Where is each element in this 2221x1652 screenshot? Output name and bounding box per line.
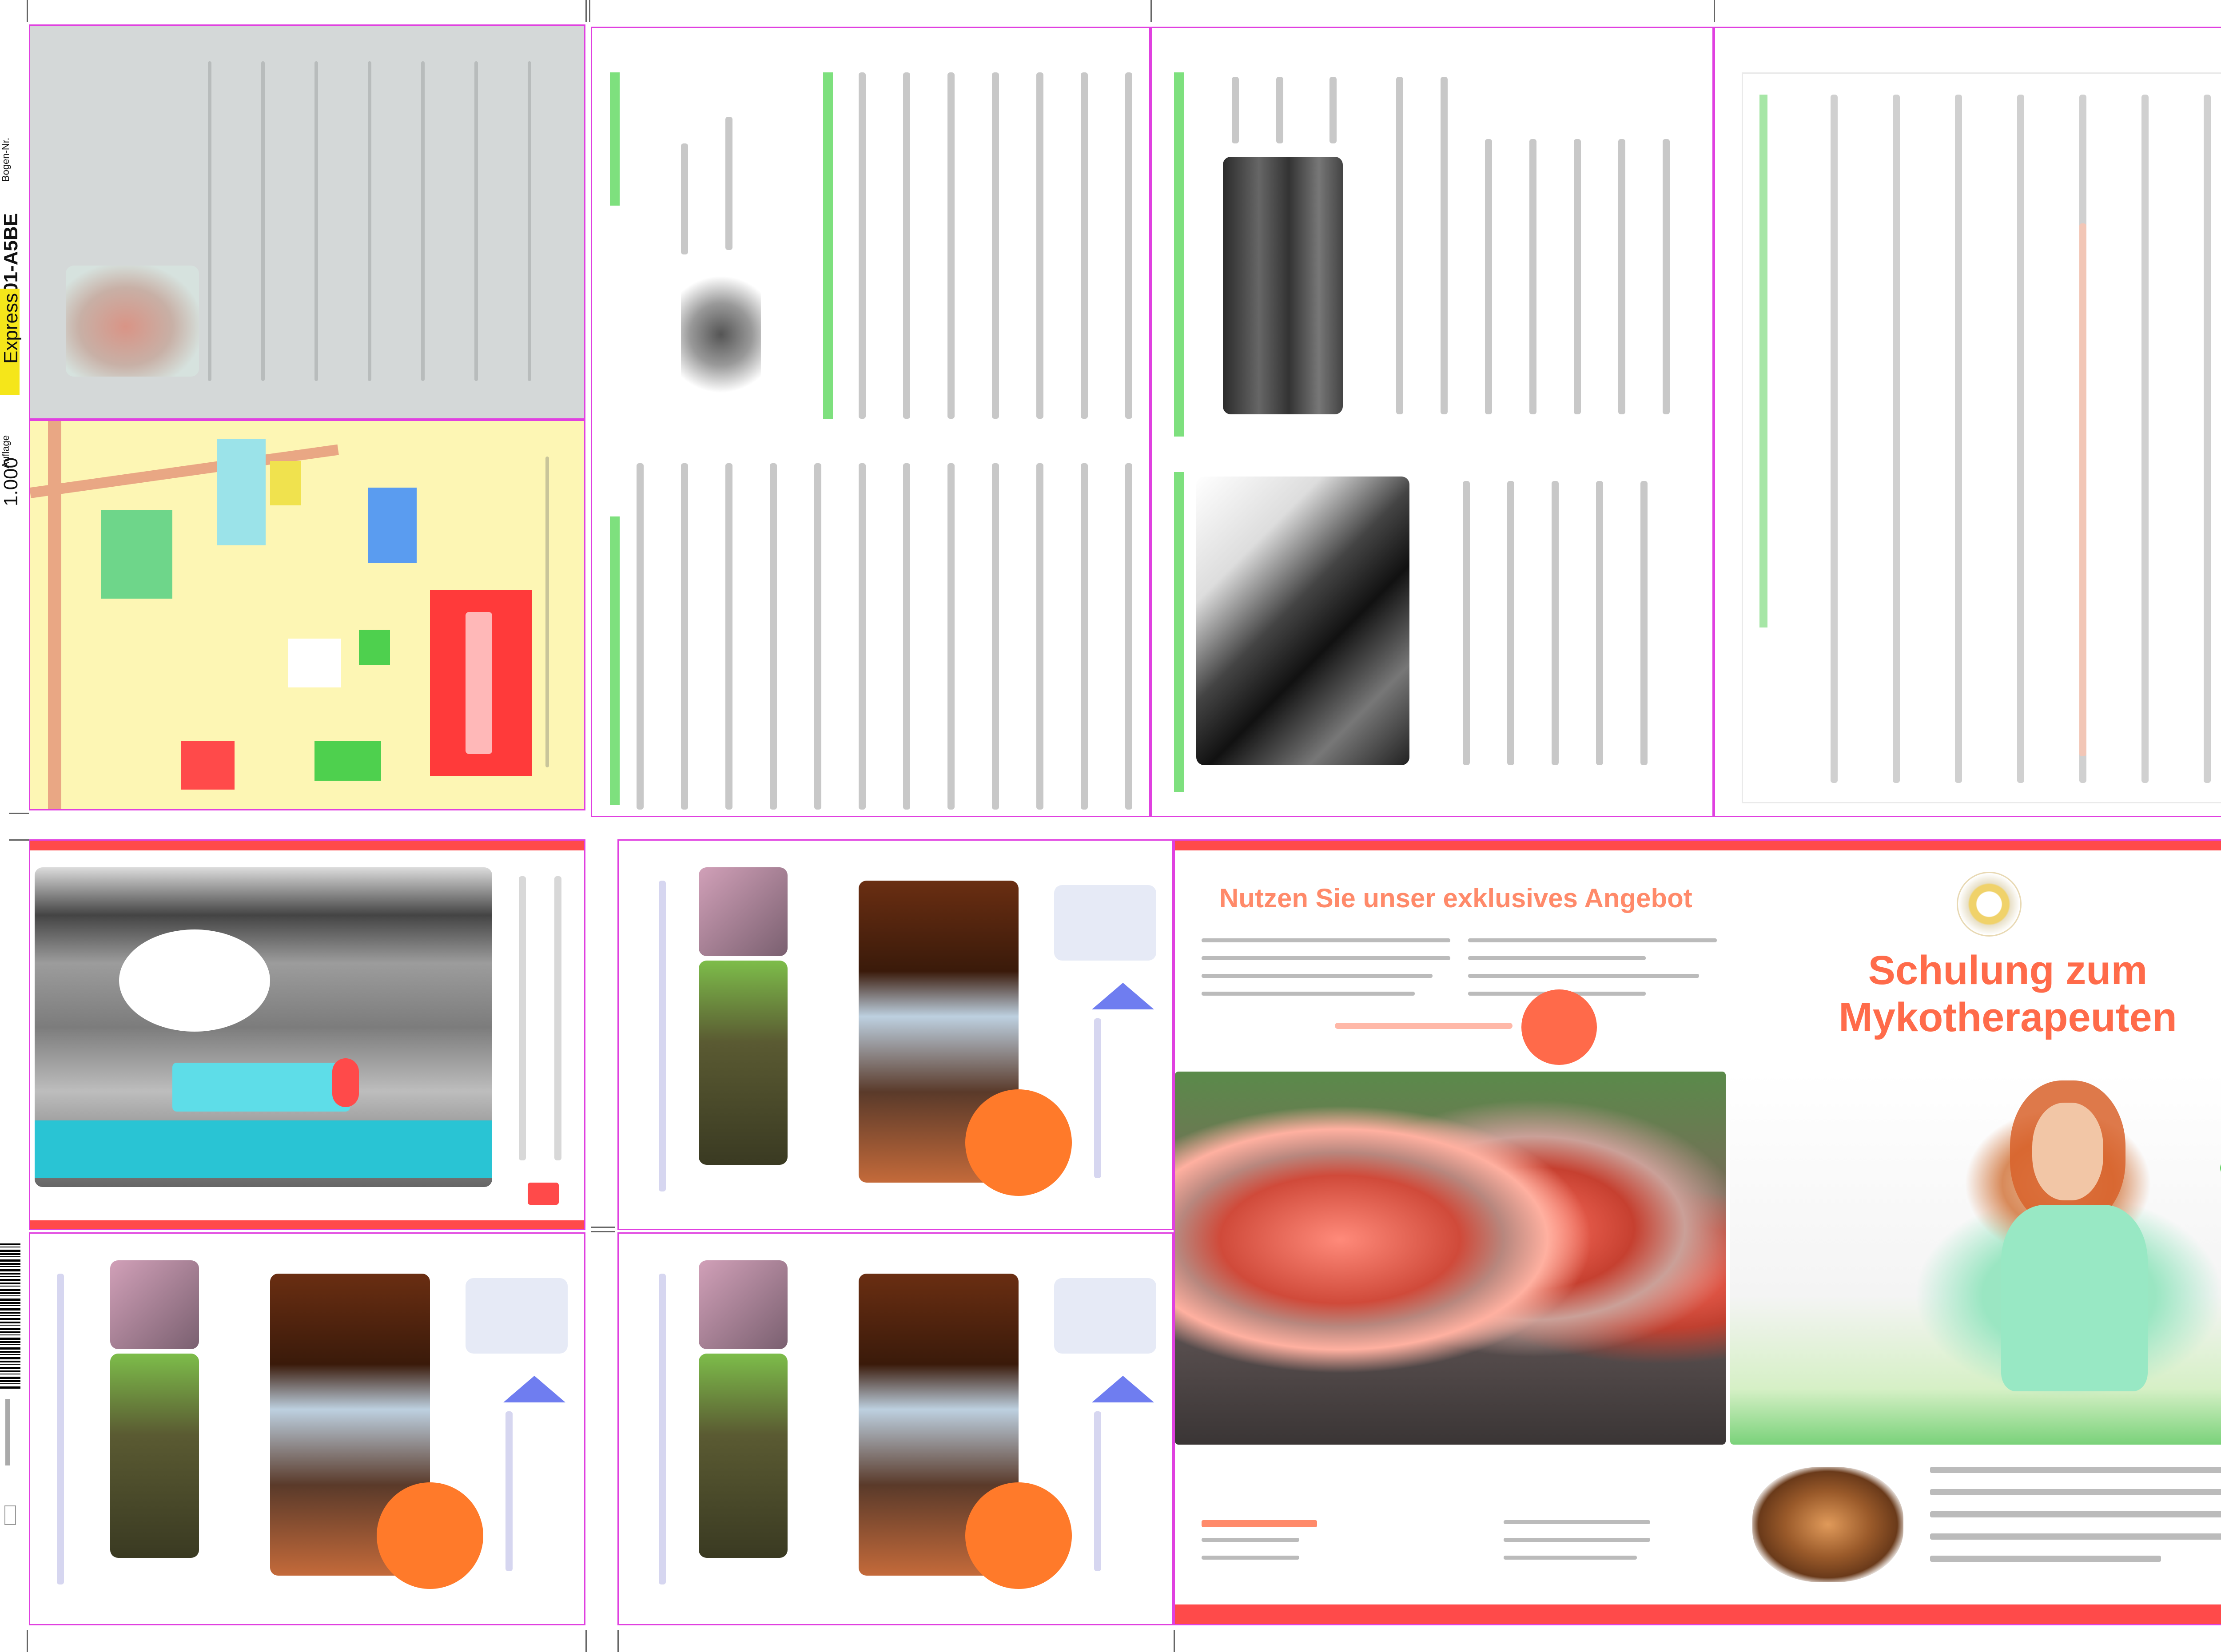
speech-bubble [119, 929, 270, 1032]
ad-question-mark [332, 1058, 359, 1107]
barcode [0, 1243, 20, 1390]
red-edge-strip [30, 1220, 584, 1229]
brochure-cover-forest [699, 1354, 788, 1558]
crop-mark [9, 839, 29, 841]
green-accent-bar [610, 72, 620, 206]
reishi-mushroom-photo [1175, 1072, 1726, 1445]
panel-brochure-3 [617, 1232, 1174, 1625]
panel-location-map [29, 420, 585, 810]
cta-line [1335, 1023, 1513, 1029]
brochure-arrow-icon [1092, 1376, 1154, 1402]
crop-mark [589, 0, 590, 22]
panel-flyer-mycotherapy: Nutzen Sie unser exklusives Angebot Schu… [1174, 839, 2221, 1625]
seal-logo-icon [1957, 872, 2022, 937]
red-edge-strip [1175, 841, 2221, 850]
table-header-column [1759, 95, 1767, 627]
brochure-thumbnail [466, 1278, 568, 1354]
panel-biography [29, 24, 585, 420]
brochure-price-badge [377, 1482, 483, 1589]
brochure-thumbnail [1054, 885, 1156, 961]
crop-mark [617, 1630, 619, 1652]
historical-photo [1196, 477, 1409, 765]
barcode-small-mark [4, 1505, 16, 1525]
historical-photo [1223, 157, 1343, 414]
brochure-price-badge [965, 1089, 1072, 1196]
panel-schedule-table [1714, 27, 2221, 817]
green-accent-bar [610, 516, 620, 805]
ad-small-badge [528, 1183, 559, 1205]
crop-mark [585, 0, 587, 22]
flyer-headline: Schulung zum Mykotherapeuten [1752, 947, 2221, 1041]
table-frame [1742, 72, 2221, 803]
brochure-cover-forest [699, 961, 788, 1165]
map-building [270, 461, 301, 505]
author-portrait [66, 266, 199, 377]
panel-article-2 [1150, 27, 1714, 817]
map-building [359, 630, 390, 665]
green-accent-bar [823, 72, 833, 419]
job-run-value: 1.000 [0, 457, 22, 507]
crop-mark [1714, 0, 1715, 22]
map-building [181, 741, 235, 790]
crop-mark [1174, 1630, 1175, 1652]
woman-face [2032, 1103, 2103, 1200]
crop-mark [9, 813, 29, 814]
brochure-cover-women [699, 1260, 788, 1349]
panel-brochure-2 [29, 1232, 585, 1625]
crop-mark [1150, 0, 1152, 22]
crop-mark [27, 0, 28, 22]
green-accent-bar [1174, 472, 1184, 792]
dried-mushroom-photo [1752, 1467, 1903, 1582]
cta-circle[interactable] [1521, 989, 1597, 1065]
red-edge-strip [30, 841, 584, 850]
flyer-headline-line1: Schulung zum [1868, 948, 2148, 993]
map-legend-text [466, 612, 492, 754]
brochure-cover-forest [110, 1354, 199, 1558]
brochure-cover-women [699, 867, 788, 956]
map-building [288, 639, 341, 687]
map-building [368, 488, 417, 563]
map-building [101, 510, 172, 599]
crop-mark [27, 1630, 28, 1652]
woman-top [2001, 1205, 2148, 1391]
flyer-subtitle: Nutzen Sie unser exklusives Angebot [1219, 883, 1692, 913]
brochure-arrow-icon [1092, 983, 1154, 1009]
flyer-headline-line2: Mykotherapeuten [1839, 994, 2177, 1040]
ad-headline-blurred [172, 1063, 350, 1112]
job-product-name: Express [0, 293, 22, 364]
barcode-caption [5, 1399, 10, 1465]
crop-mark [591, 1227, 615, 1228]
map-building [217, 439, 266, 545]
red-edge-strip [1175, 1604, 2221, 1624]
crop-mark [591, 1231, 615, 1232]
table-highlight-column [2079, 223, 2086, 756]
green-accent-bar [1174, 72, 1184, 437]
map-road [48, 421, 61, 809]
panel-ad-sofa [29, 839, 585, 1230]
job-order-label: Bogen-Nr. [0, 138, 11, 182]
ad-banner-cyan [35, 1120, 492, 1178]
panel-article-1 [591, 27, 1150, 817]
product-badge [0, 289, 20, 395]
brochure-cover-women [110, 1260, 199, 1349]
panel-brochure-1 [617, 839, 1174, 1230]
crop-mark [585, 1630, 587, 1652]
article-illustration [681, 268, 761, 401]
brochure-price-badge [965, 1482, 1072, 1589]
brochure-thumbnail [1054, 1278, 1156, 1354]
map-building [314, 741, 381, 781]
brochure-arrow-icon [503, 1376, 565, 1402]
